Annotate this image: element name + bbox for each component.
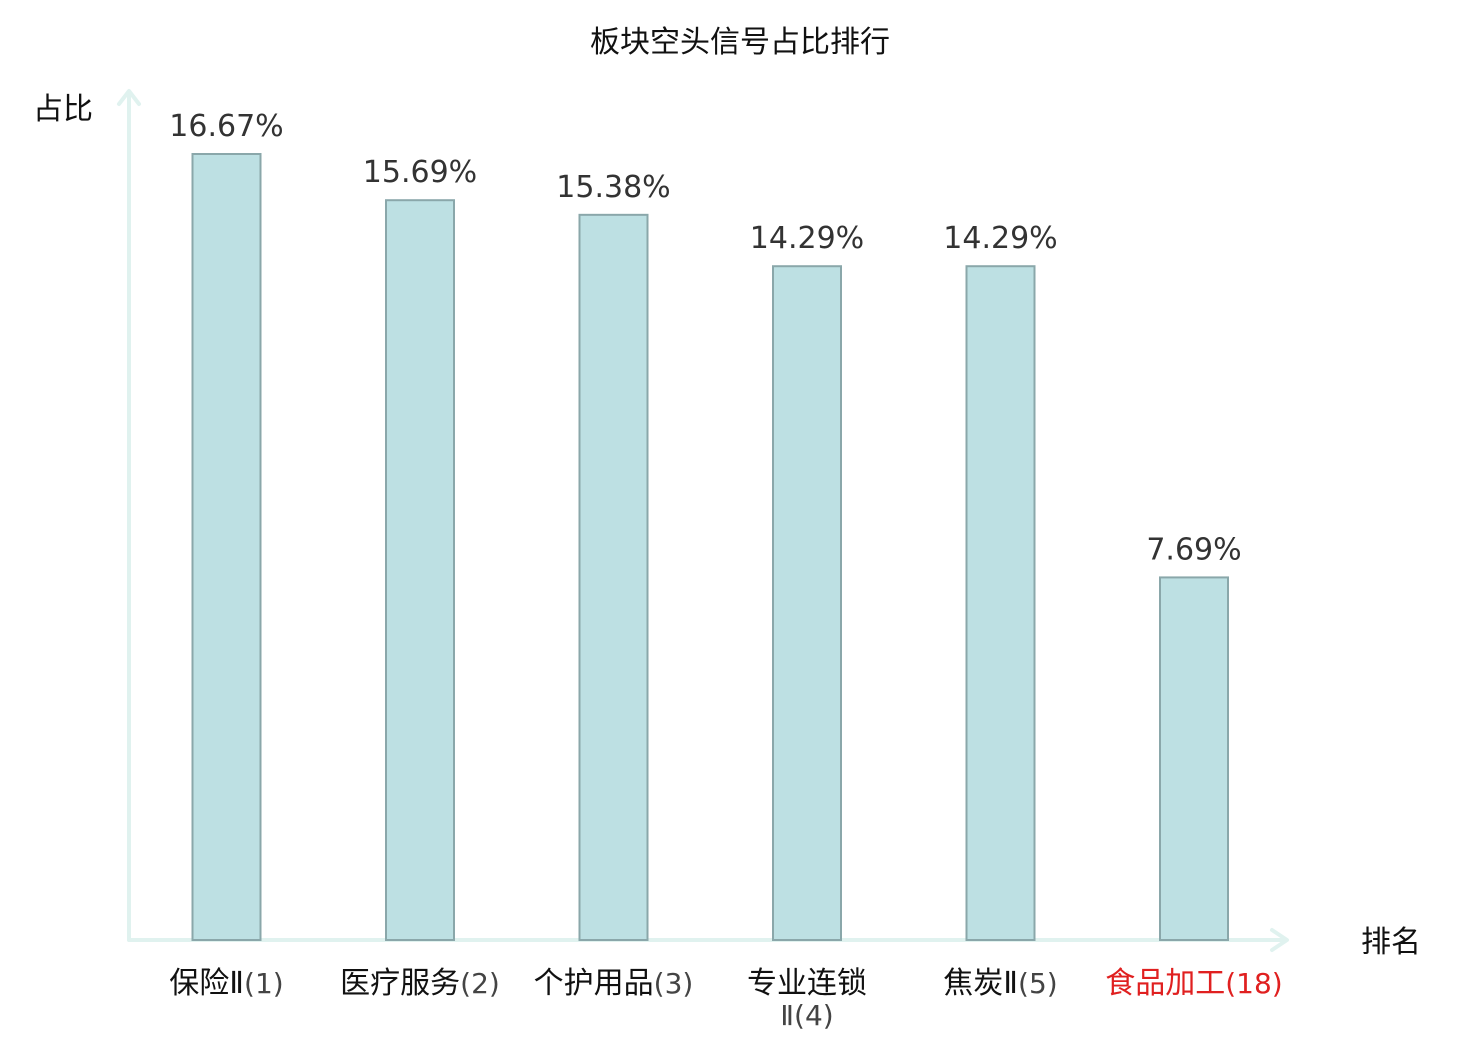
- y-axis: [117, 89, 141, 942]
- category-name: 保险Ⅱ: [169, 966, 244, 1001]
- category-label: 食品加工(18): [1105, 966, 1282, 1001]
- category-name: 专业连锁: [747, 966, 867, 1001]
- category-name: 焦炭Ⅱ: [943, 966, 1018, 1001]
- category-rank: Ⅱ(4): [780, 999, 833, 1032]
- category-name: 食品加工: [1105, 966, 1225, 1001]
- bar: [965, 265, 1036, 941]
- bar-value-label: 14.29%: [943, 221, 1057, 256]
- x-axis-label: 排名: [1361, 925, 1421, 960]
- category-label: 保险Ⅱ(1): [169, 966, 283, 1001]
- category-rank: (2): [460, 967, 500, 1000]
- category-rank: (1): [244, 967, 284, 1000]
- bar: [1159, 576, 1229, 941]
- category-label: 焦炭Ⅱ(5): [943, 966, 1057, 1001]
- category-label: 专业连锁 Ⅱ(4): [747, 966, 867, 1032]
- y-axis-label: 占比: [33, 92, 93, 127]
- bar-value-label: 14.29%: [750, 221, 864, 256]
- category-name: 医疗服务: [340, 966, 460, 1001]
- category-rank: (18): [1225, 967, 1282, 1000]
- value-labels-group: 16.67% 15.69% 15.38% 14.29% 14.29% 7.69%: [169, 109, 1241, 567]
- bar-value-label: 15.38%: [556, 170, 670, 205]
- category-label: 个护用品(3): [534, 966, 694, 1001]
- category-labels-group: 保险Ⅱ(1) 医疗服务(2) 个护用品(3) 专业连锁 Ⅱ(4)焦炭Ⅱ(5) 食品加工(1…: [169, 966, 1282, 1032]
- category-name: 个护用品: [534, 966, 654, 1001]
- x-axis: [127, 928, 1289, 952]
- category-rank: (3): [654, 967, 694, 1000]
- bar: [385, 199, 455, 941]
- bar: [772, 265, 842, 941]
- bar: [191, 153, 262, 941]
- category-label: 医疗服务(2): [340, 966, 500, 1001]
- bar-value-label: 15.69%: [363, 155, 477, 190]
- bar: [578, 213, 649, 942]
- chart-title: 板块空头信号占比排行: [590, 25, 890, 60]
- bars-group: [191, 153, 1229, 942]
- bar-value-label: 7.69%: [1146, 532, 1241, 567]
- bar-value-label: 16.67%: [169, 109, 283, 144]
- category-rank: (5): [1018, 967, 1058, 1000]
